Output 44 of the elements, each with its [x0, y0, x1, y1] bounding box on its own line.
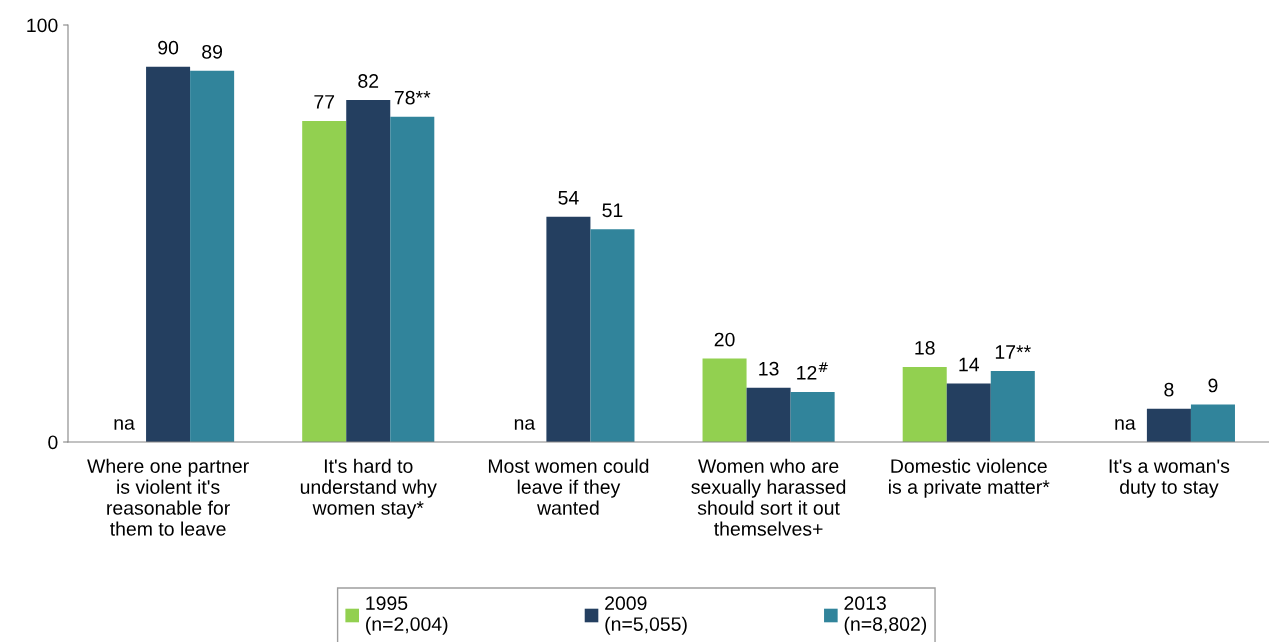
- bar: [546, 216, 591, 442]
- data-label: 77: [314, 95, 335, 109]
- bar: [302, 120, 347, 442]
- data-label: 20: [714, 332, 735, 347]
- bar: [590, 229, 635, 442]
- text: na: [514, 419, 536, 430]
- data-label: 90: [158, 40, 179, 55]
- legend-label: 2009 (n=5,055): [605, 596, 687, 635]
- data-label: 14: [959, 357, 979, 372]
- data-label: 17**: [995, 345, 1031, 359]
- y-tick-label: 100: [27, 18, 58, 33]
- bar: [946, 383, 991, 442]
- bar: [346, 100, 391, 442]
- data-label: 78**: [394, 90, 431, 105]
- bar: [902, 366, 947, 442]
- bar: [1190, 404, 1235, 442]
- legend-label: 2013 (n=8,802): [844, 596, 927, 635]
- bar: [746, 387, 791, 442]
- text: na: [1115, 419, 1136, 430]
- data-label: 9: [1208, 378, 1218, 393]
- bar: [146, 66, 191, 442]
- data-label: 18: [915, 340, 935, 355]
- data-label: 89: [202, 44, 223, 59]
- x-tick-label: Most women could leave if they wanted: [488, 458, 649, 515]
- bar: [190, 70, 235, 442]
- x-tick-label: Women who are sexually harassed should sort it out themselves+: [691, 458, 846, 536]
- data-label: 8: [1164, 382, 1174, 397]
- bar: [390, 116, 435, 442]
- bar: [1146, 408, 1191, 442]
- data-label: 13: [759, 361, 779, 376]
- bar: [790, 391, 835, 442]
- y-tick-label: 0: [48, 435, 58, 450]
- data-label: 51: [602, 203, 623, 218]
- data-label: 12$^{#}$: [797, 362, 828, 380]
- x-tick-label: It's hard to understand why women stay*: [300, 458, 437, 519]
- text: na: [114, 419, 135, 430]
- data-label: 54: [558, 191, 579, 205]
- legend-label: 1995 (n=2,004): [366, 596, 448, 635]
- bar: [702, 358, 747, 442]
- bar: [990, 371, 1035, 442]
- x-tick-label: It's a woman's duty to stay: [1109, 459, 1230, 498]
- data-label: 82: [358, 74, 379, 88]
- x-tick-label: Where one partner is violent it's reasonable for them to leave: [87, 458, 249, 536]
- x-tick-label: Domestic violence is a private matter*: [889, 458, 1050, 498]
